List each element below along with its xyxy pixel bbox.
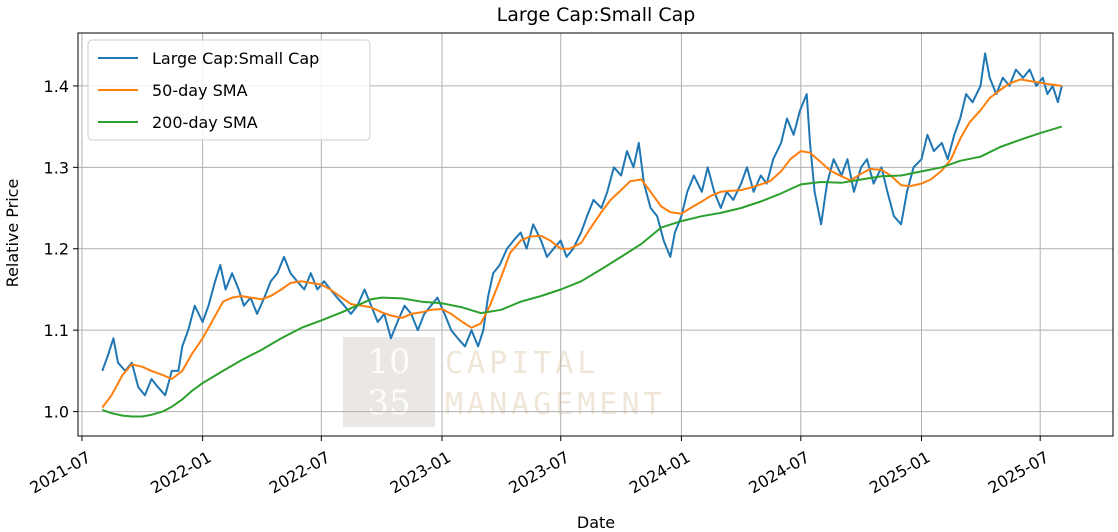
x-tick-label: 2024-01 [626, 447, 693, 497]
legend-label-sma200: 200-day SMA [152, 113, 258, 132]
plot-frame [77, 32, 1114, 437]
series-layer [101, 52, 1063, 418]
y-axis: 1.0 1.1 1.2 1.3 1.4 [44, 77, 78, 422]
x-tick-label: 2023-01 [387, 447, 454, 497]
x-tick-label: 2023-07 [505, 447, 572, 497]
watermark-line2: MANAGEMENT [445, 387, 666, 422]
y-axis-label: Relative Price [3, 179, 22, 288]
watermark: 10 35 CAPITAL MANAGEMENT [343, 337, 666, 427]
x-tick-label: 2024-07 [745, 447, 812, 497]
x-axis: 2021-07 2022-01 2022-07 2023-01 2023-07 2024-… [27, 436, 1052, 497]
y-tick-label: 1.4 [44, 77, 69, 96]
y-tick-label: 1.1 [44, 321, 69, 340]
x-tick-label: 2022-01 [147, 447, 214, 497]
series-line-ratio [101, 52, 1063, 397]
x-tick-label: 2025-07 [985, 447, 1052, 497]
x-tick-label: 2022-07 [266, 447, 333, 497]
chart-title: Large Cap:Small Cap [497, 4, 696, 26]
legend: Large Cap:Small Cap 50-day SMA 200-day S… [87, 39, 371, 141]
x-axis-label: Date [577, 513, 615, 532]
watermark-number-top: 10 [367, 342, 410, 382]
legend-box [87, 39, 371, 141]
y-tick-label: 1.2 [44, 240, 69, 259]
series-line-sma200 [101, 125, 1063, 418]
legend-label-sma50: 50-day SMA [152, 81, 248, 100]
series-line-sma50 [101, 78, 1062, 409]
legend-label-ratio: Large Cap:Small Cap [152, 49, 319, 68]
x-tick-label: 2025-01 [866, 447, 933, 497]
watermark-number-bottom: 35 [367, 383, 410, 423]
watermark-line1: CAPITAL [445, 346, 599, 381]
x-tick-label: 2021-07 [27, 447, 94, 497]
y-tick-label: 1.0 [44, 403, 69, 422]
y-tick-label: 1.3 [44, 158, 69, 177]
